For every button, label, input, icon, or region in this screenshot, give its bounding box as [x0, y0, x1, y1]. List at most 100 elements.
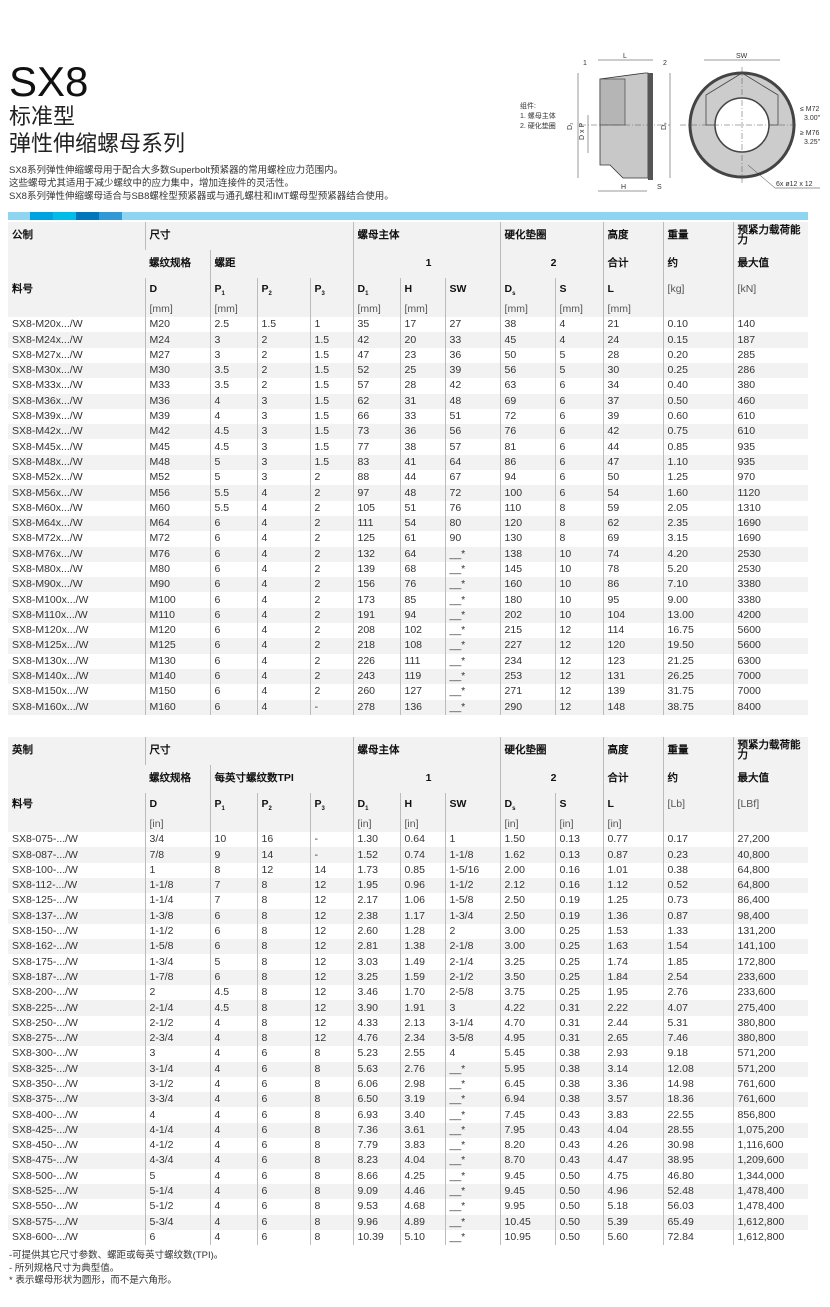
table-cell: 226	[352, 653, 400, 669]
table-cell: 44	[399, 470, 445, 486]
table-cell: 2	[256, 332, 310, 348]
table-cell: 2	[309, 607, 353, 624]
table-cell: 8	[256, 969, 310, 986]
table-cell: 3	[256, 454, 310, 471]
table-row: SX8-450-.../W 4-1/2 4 6 8 7.79 3.83 __* 8.20 0.43…	[8, 1138, 809, 1154]
table-cell: 1-1/8	[144, 877, 210, 894]
table-cell: SX8-112-.../W	[8, 877, 145, 894]
table-cell: __*	[444, 577, 501, 593]
table-cell: 0.38	[662, 862, 734, 878]
table-cell: 8	[309, 1046, 353, 1062]
table-cell: __*	[444, 668, 501, 685]
table-cell: 36	[399, 424, 445, 440]
table-cell: SX8-475-.../W	[8, 1153, 145, 1169]
table-cell: 6	[209, 531, 257, 547]
table-cell: 3.61	[399, 1122, 445, 1139]
group-nut-body: 螺母主体	[352, 222, 501, 250]
table-cell: 136	[399, 699, 445, 715]
table-cell: 132	[352, 546, 400, 562]
table-cell: SX8-M45x.../W	[12, 440, 83, 453]
column-header: SW	[444, 793, 501, 833]
table-cell: 2	[444, 923, 501, 940]
column-unit: [mm]	[559, 303, 583, 316]
table-cell: 2	[309, 531, 353, 547]
table-cell: 1310	[732, 500, 809, 516]
table-cell: 218	[352, 638, 400, 654]
part-number-header: 料号	[8, 278, 145, 318]
table-cell: 4.26	[602, 1138, 664, 1154]
table-cell: 10	[554, 607, 604, 624]
table-cell: 6	[554, 378, 604, 394]
table-cell: 4.22	[499, 1000, 556, 1016]
description-line: SX8系列弹性伸缩螺母适合与SB8螺栓型预紧器或与通孔螺柱和IMT螺母型预紧器结…	[9, 191, 394, 202]
table-cell: 1.12	[602, 877, 664, 894]
table-cell: 12	[554, 684, 604, 700]
table-cell: 1	[444, 832, 501, 848]
table-cell: 7.36	[352, 1122, 400, 1139]
table-cell: M56	[144, 485, 210, 501]
table-cell: 12	[309, 1015, 353, 1031]
table-cell: 4	[209, 408, 257, 425]
table-cell: SX8-300-.../W	[12, 1047, 78, 1060]
table-cell: 7	[209, 893, 257, 909]
table-cell: 4	[209, 1183, 257, 1200]
table-cell: 8	[554, 515, 604, 532]
group-load: 预紧力载荷能力	[732, 737, 809, 765]
table-cell: 9.18	[662, 1046, 734, 1062]
table-cell: 1-1/8	[444, 847, 501, 863]
table-cell: 72	[499, 408, 556, 425]
table-cell: 4	[256, 638, 310, 654]
table-cell: 12	[309, 954, 353, 970]
table-cell: 1.54	[662, 939, 734, 955]
table-cell: 141,100	[732, 939, 809, 955]
table-cell: 4.5	[209, 424, 257, 440]
column-header: H [mm]	[399, 278, 445, 318]
table-cell: 34	[602, 378, 664, 394]
sub-max: 最大值	[732, 765, 809, 793]
group-weight: 重量	[662, 222, 734, 250]
column-header: [kg]	[662, 278, 734, 318]
table-cell: SX8-M27x.../W	[12, 348, 83, 361]
table-cell: 4	[256, 531, 310, 547]
table-cell: 191	[352, 607, 400, 624]
table-cell: SX8-M140x.../W	[8, 668, 145, 685]
table-cell: 5.63	[352, 1061, 400, 1077]
column-symbol: SW	[449, 798, 467, 810]
table-cell: 6	[256, 1092, 310, 1108]
table-row: SX8-575-.../W 5-3/4 4 6 8 9.96 4.89 __* 10.45 0.5…	[8, 1214, 809, 1230]
table-cell: 4.46	[399, 1183, 445, 1200]
table-cell: 1.62	[499, 847, 556, 863]
table-cell: 51	[399, 500, 445, 516]
table-cell: 33	[444, 332, 501, 348]
table-cell: 0.25	[662, 362, 734, 379]
column-symbol: D	[149, 283, 158, 295]
table-cell: 2.12	[499, 877, 556, 894]
table-cell: 6	[209, 638, 257, 654]
table-cell: 3.5	[209, 362, 257, 379]
column-symbol: P	[261, 283, 269, 295]
table-cell: 41	[399, 454, 445, 471]
table-row: SX8-M150x.../W M150 6 4 2 260 127 __* 271 12 139 31…	[8, 684, 809, 700]
table-cell: M80	[144, 561, 210, 578]
table-cell: 22.55	[662, 1107, 734, 1123]
table-row: SX8-187-.../W 1-7/8 6 8 12 3.25 1.59 2-1/2 3.50 0…	[8, 969, 809, 986]
table-cell: 1120	[732, 485, 809, 501]
table-cell: 1.5	[309, 454, 353, 471]
table-cell: 8	[554, 500, 604, 516]
table-cell: 3-5/8	[444, 1030, 501, 1047]
table-cell: 44	[602, 439, 664, 455]
table-cell: __*	[444, 1076, 501, 1093]
table-cell: 5600	[732, 623, 809, 639]
table-cell: 6	[209, 668, 257, 685]
table-cell: 2.35	[662, 515, 734, 532]
column-subscript: 2	[268, 806, 272, 813]
table-cell: 2	[144, 985, 210, 1001]
table-cell: 2	[256, 378, 310, 394]
footnotes: -可提供其它尺寸参数、螺距或每英寸螺纹数(TPI)。 - 所列规格尺寸为典型值。…	[9, 1250, 509, 1288]
table-cell: 208	[352, 623, 400, 639]
column-symbol: D	[504, 798, 513, 810]
table-cell: 761,600	[732, 1076, 809, 1093]
table-cell: 233,600	[732, 985, 809, 1001]
table-cell: 3.83	[602, 1107, 664, 1123]
table-cell: 2-1/4	[444, 954, 501, 970]
